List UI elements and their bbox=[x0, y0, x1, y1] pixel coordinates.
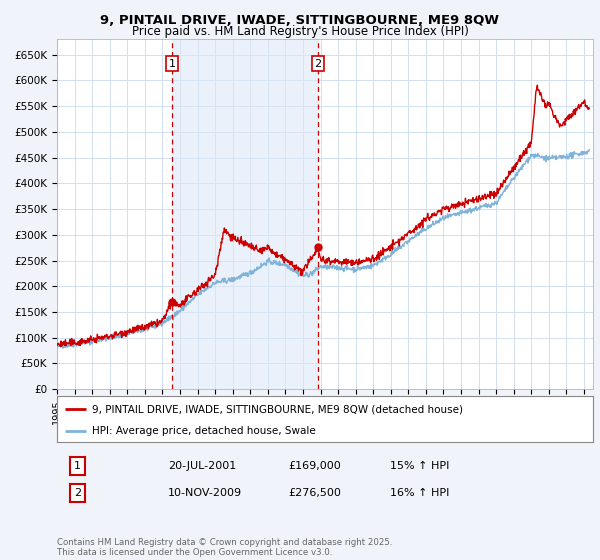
Text: 9, PINTAIL DRIVE, IWADE, SITTINGBOURNE, ME9 8QW: 9, PINTAIL DRIVE, IWADE, SITTINGBOURNE, … bbox=[101, 14, 499, 27]
Bar bbox=[172, 39, 318, 389]
Text: 15% ↑ HPI: 15% ↑ HPI bbox=[390, 461, 449, 471]
Text: 20-JUL-2001: 20-JUL-2001 bbox=[168, 461, 236, 471]
Text: 2: 2 bbox=[314, 59, 322, 69]
Text: 16% ↑ HPI: 16% ↑ HPI bbox=[390, 488, 449, 498]
Text: £169,000: £169,000 bbox=[288, 461, 341, 471]
Text: Price paid vs. HM Land Registry's House Price Index (HPI): Price paid vs. HM Land Registry's House … bbox=[131, 25, 469, 38]
Text: 2: 2 bbox=[74, 488, 81, 498]
Text: 10-NOV-2009: 10-NOV-2009 bbox=[168, 488, 242, 498]
Text: 1: 1 bbox=[169, 59, 176, 69]
Text: 9, PINTAIL DRIVE, IWADE, SITTINGBOURNE, ME9 8QW (detached house): 9, PINTAIL DRIVE, IWADE, SITTINGBOURNE, … bbox=[92, 404, 463, 414]
Text: £276,500: £276,500 bbox=[288, 488, 341, 498]
Text: 1: 1 bbox=[74, 461, 81, 471]
Text: Contains HM Land Registry data © Crown copyright and database right 2025.
This d: Contains HM Land Registry data © Crown c… bbox=[57, 538, 392, 557]
Text: HPI: Average price, detached house, Swale: HPI: Average price, detached house, Swal… bbox=[92, 426, 316, 436]
